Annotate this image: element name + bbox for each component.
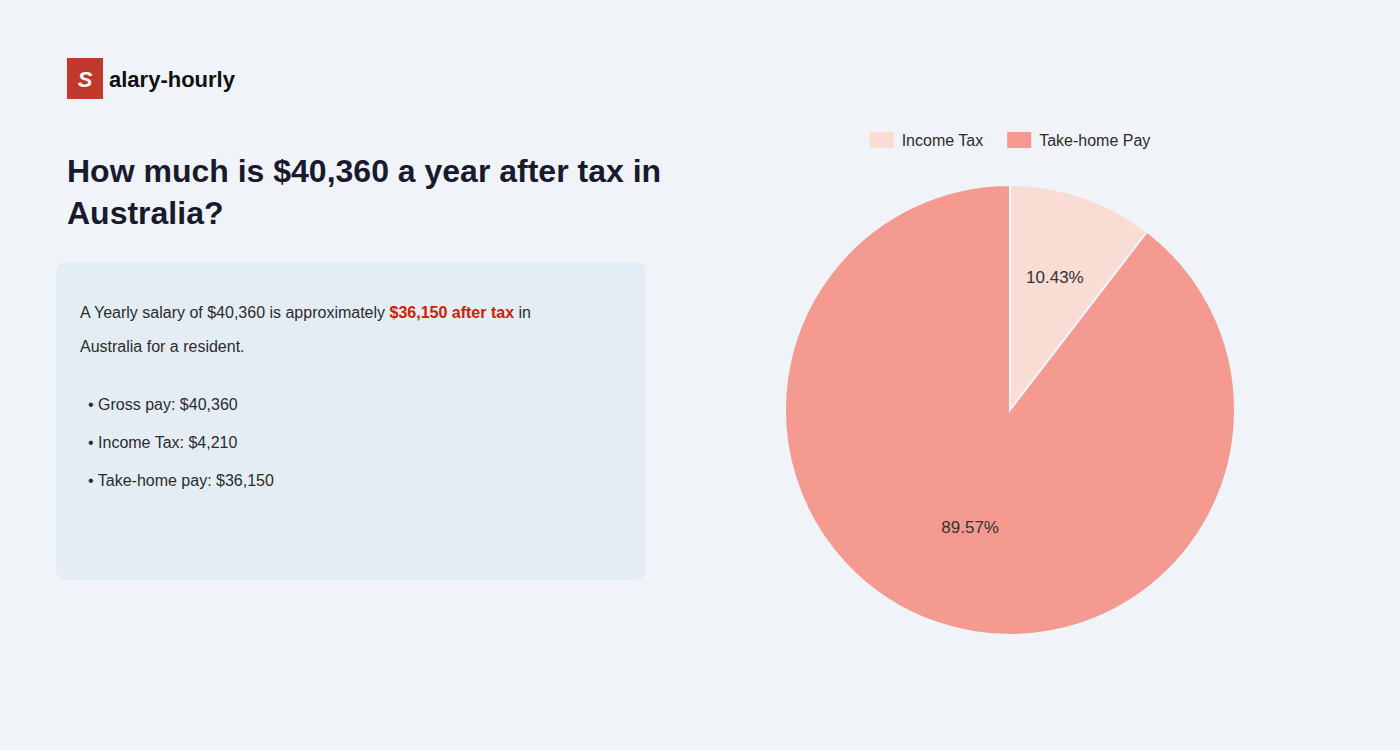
summary-part: A Yearly salary of $40,360 is approximat…: [80, 304, 390, 321]
legend-label: Income Tax: [902, 132, 984, 149]
bullet: • Income Tax: $4,210: [88, 434, 238, 451]
background: [0, 0, 1400, 750]
data-label: 10.43%: [1026, 268, 1084, 287]
chart-canvas: Salary-hourly How much is $40,360 a year …: [0, 0, 1400, 750]
pie: [785, 185, 1235, 635]
legend-label: Take-home Pay: [1039, 132, 1150, 149]
logo-text: alary-hourly: [109, 67, 236, 92]
bullet: • Gross pay: $40,360: [88, 396, 238, 413]
bullet: • Take-home pay: $36,150: [88, 472, 274, 489]
title: How much is $40,360 a year after tax inA…: [67, 153, 661, 231]
legend-swatch: [1007, 132, 1031, 148]
summary-line: A Yearly salary of $40,360 is approximat…: [80, 304, 531, 321]
data-label: 89.57%: [941, 518, 999, 537]
logo-box: [67, 58, 103, 99]
legend: Income Tax Take-home Pay: [870, 132, 1151, 149]
pie-slice: [785, 185, 1235, 635]
summary-part: $36,150 after tax: [390, 304, 515, 321]
info-box: [56, 262, 646, 580]
legend-swatch: [870, 132, 894, 148]
logo-letter: S: [78, 67, 93, 92]
summary-part: in: [514, 304, 531, 321]
summary-line: Australia for a resident.: [80, 338, 245, 355]
